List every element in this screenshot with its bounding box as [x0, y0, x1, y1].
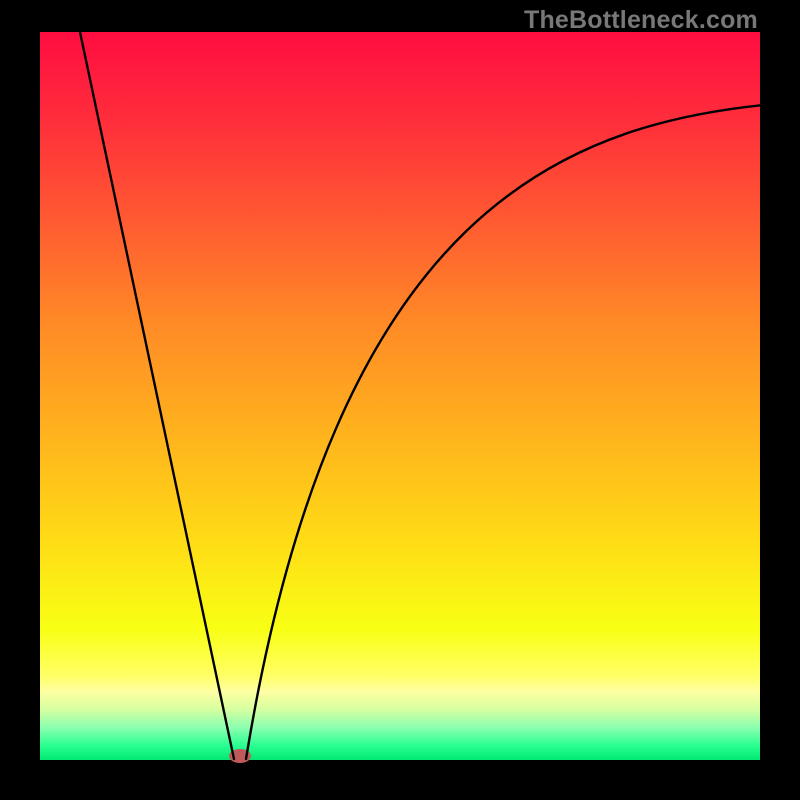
watermark-text: TheBottleneck.com: [524, 6, 758, 35]
curve-left-branch: [80, 32, 234, 759]
bottleneck-curve: [0, 0, 800, 800]
chart-container: TheBottleneck.com: [0, 0, 800, 800]
curve-right-branch: [246, 102, 800, 759]
